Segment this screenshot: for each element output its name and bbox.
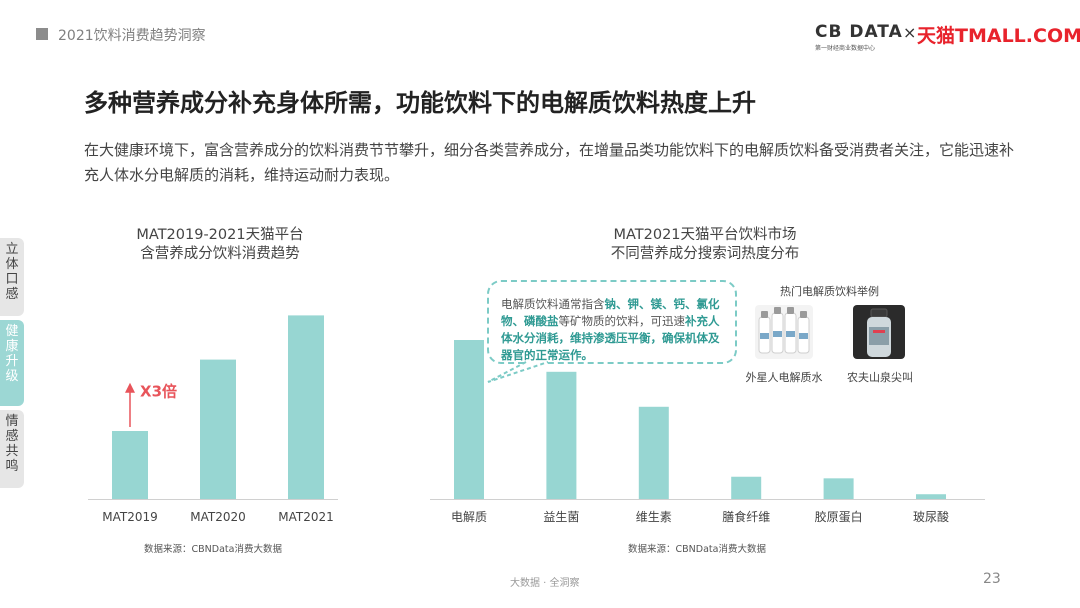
electrolyte-callout: 电解质饮料通常指含钠、钾、镁、钙、氯化物、磷酸盐等矿物质的饮料，可迅速补充人体水… [487,280,737,364]
right-chart-tick-label: 玻尿酸 [913,509,949,524]
alien-electrolyte-water-image [755,305,813,359]
callout-bold-benefit: 补充人体水分消耗，维持渗透压平衡，确保机体及器官的正常运作。 [501,314,720,362]
left-chart-tick-label: MAT2019 [102,510,158,524]
callout-bold-minerals: 钠、钾、镁、钙、氯化物、磷酸盐 [501,297,720,328]
section-title: 2021饮料消费趋势洞察 [58,28,206,44]
right-chart-tick-label: 维生素 [636,510,672,524]
left-chart-tick-label: MAT2020 [190,510,246,524]
page-number: 23 [983,571,1001,587]
left-chart-title-line2: 含营养成分饮料消费趋势 [140,246,300,262]
left-chart-source: 数据来源：CBNData消费大数据 [144,544,282,555]
product-label-nongfu: 农夫山泉尖叫 [847,371,913,384]
left-chart-title: MAT2019-2021天猫平台 含营养成分饮料消费趋势 [110,226,330,264]
side-tab-texture[interactable]: 立体口感 [0,238,24,316]
growth-annotation: X3倍 [140,383,177,401]
right-chart-bar [546,371,577,499]
right-chart-tick-label: 益生菌 [543,510,579,524]
right-chart-title-line2: 不同营养成分搜索词热度分布 [610,246,800,262]
right-chart-tick-label: 胶原蛋白 [815,509,863,524]
footer-tagline: 大数据 · 全洞察 [510,578,580,589]
right-chart-tick-label: 膳食纤维 [722,509,770,524]
brand-cross: × [903,23,917,42]
product-label-alien: 外星人电解质水 [745,371,823,384]
right-chart-bar [731,476,762,499]
side-tab-label: 健康升级 [5,324,19,384]
callout-text-2: 等矿物质的饮料，可迅速 [558,314,686,328]
right-chart-source: 数据来源：CBNData消费大数据 [628,544,766,555]
nongfu-screaming-image [853,305,905,359]
side-tab-label: 立体口感 [5,242,19,302]
growth-arrow-head [125,382,135,393]
side-tab-label: 情感共鸣 [5,414,19,474]
intro-paragraph: 在大健康环境下，富含营养成分的饮料消费节节攀升，细分各类营养成分，在增量品类功能… [84,141,1015,184]
left-chart-bar [288,315,324,499]
left-chart-title-line1: MAT2019-2021天猫平台 [136,227,304,243]
cbndata-subtitle: 第一财经商业数据中心 [815,45,876,52]
right-chart-bar [823,478,854,499]
examples-title: 热门电解质饮料举例 [780,285,879,298]
right-chart-title: MAT2021天猫平台饮料市场 不同营养成分搜索词热度分布 [560,226,850,264]
callout-text-1: 电解质饮料通常指含 [501,297,605,311]
right-chart-title-line1: MAT2021天猫平台饮料市场 [613,227,797,243]
callout-pointer [487,361,549,383]
header-marker [36,28,48,40]
right-chart-bar [454,340,484,499]
right-chart-tick-label: 电解质 [451,510,487,524]
left-chart-bar [200,359,236,499]
cbndata-logo: CB DATA [815,22,903,42]
tmall-logo: 天猫TMALL.COM [917,25,1080,47]
left-chart-tick-label: MAT2021 [278,510,334,524]
side-tab-emotion[interactable]: 情感共鸣 [0,410,24,488]
left-chart-bar [112,431,148,499]
page-title: 多种营养成分补充身体所需，功能饮料下的电解质饮料热度上升 [84,89,756,117]
brand-logo: CB DATA 第一财经商业数据中心 × 天猫TMALL.COM [815,22,1080,62]
right-chart-bar [638,406,669,499]
side-tab-health[interactable]: 健康升级 [0,320,24,406]
right-chart-bar [916,494,946,499]
